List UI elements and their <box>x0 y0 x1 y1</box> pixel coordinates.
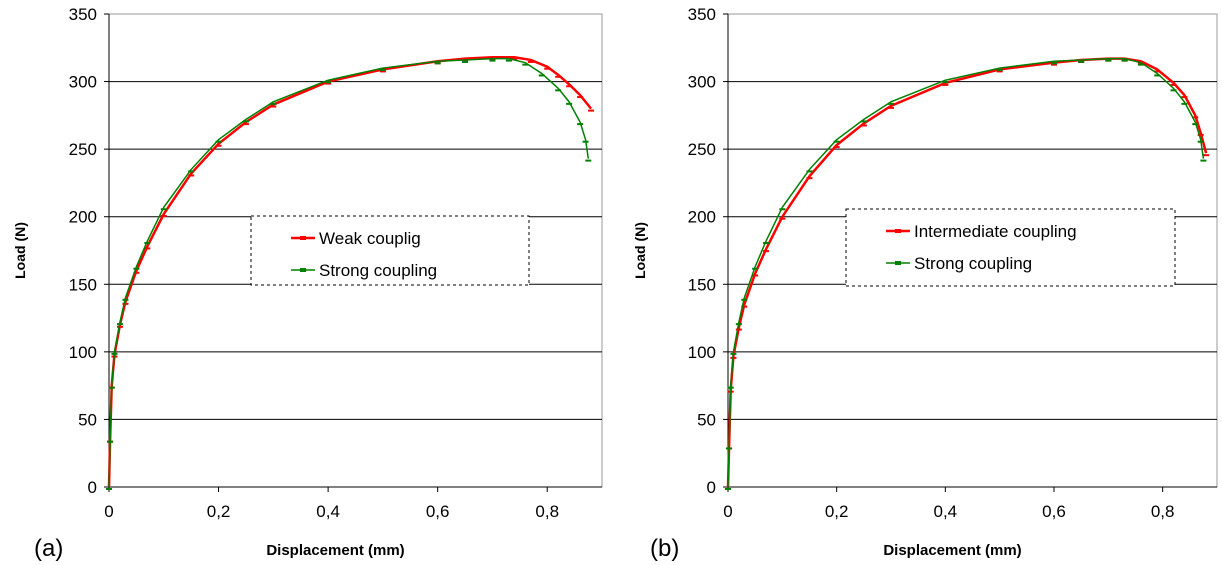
x-tick-label: 0,6 <box>1042 502 1066 521</box>
y-tick-label: 300 <box>69 73 97 92</box>
y-tick-label: 0 <box>707 478 716 497</box>
series-line-2 <box>727 57 1205 488</box>
x-tick-label: 0 <box>723 502 732 521</box>
series-line-2 <box>108 57 590 488</box>
x-tick-label: 0,2 <box>825 502 849 521</box>
x-tick-label: 0,6 <box>426 502 450 521</box>
chart-panel-b: 0 50 100 150 200 250 300 350 0 0,2 0,4 0,6 0,8 Displa… <box>632 5 1218 562</box>
x-tick-label: 0,4 <box>934 502 958 521</box>
y-tick-label: 150 <box>688 275 716 294</box>
y-tick-label: 100 <box>688 343 716 362</box>
y-tick-label: 200 <box>688 208 716 227</box>
x-axis-title: Displacement (mm) <box>883 542 1021 559</box>
y-tick-label: 0 <box>88 478 97 497</box>
y-axis-title: Load (N) <box>632 222 648 279</box>
x-tick-label: 0 <box>104 502 113 521</box>
y-tick-label: 250 <box>69 140 97 159</box>
y-tick-label: 350 <box>688 5 716 24</box>
y-tick-label: 50 <box>697 410 716 429</box>
y-tick-label: 100 <box>69 343 97 362</box>
x-tick-label: 0,8 <box>1151 502 1175 521</box>
legend-box <box>845 208 1176 287</box>
y-tick-label: 300 <box>688 73 716 92</box>
y-tick-label: 50 <box>78 410 97 429</box>
legend-label: Strong coupling <box>914 254 1032 273</box>
y-tick-label: 150 <box>69 275 97 294</box>
y-tick-label: 350 <box>69 5 97 24</box>
x-tick-label: 0,4 <box>316 502 340 521</box>
y-tick-label: 250 <box>688 140 716 159</box>
x-tick-label: 0,8 <box>535 502 559 521</box>
chart-panel-a: 0 50 100 150 200 250 300 350 0 0,2 0,4 0,6 0,8 Displa… <box>12 5 603 562</box>
x-tick-label: 0,2 <box>207 502 231 521</box>
y-tick-label: 200 <box>69 208 97 227</box>
x-axis-title: Displacement (mm) <box>266 542 404 559</box>
legend-label: Strong coupling <box>319 261 437 280</box>
panel-label: (a) <box>34 535 63 562</box>
y-axis-title: Load (N) <box>12 222 28 279</box>
legend-label: Intermediate coupling <box>914 222 1077 241</box>
panel-label: (b) <box>650 535 679 562</box>
legend-label: Weak couplig <box>319 229 421 248</box>
legend-box <box>250 215 530 286</box>
